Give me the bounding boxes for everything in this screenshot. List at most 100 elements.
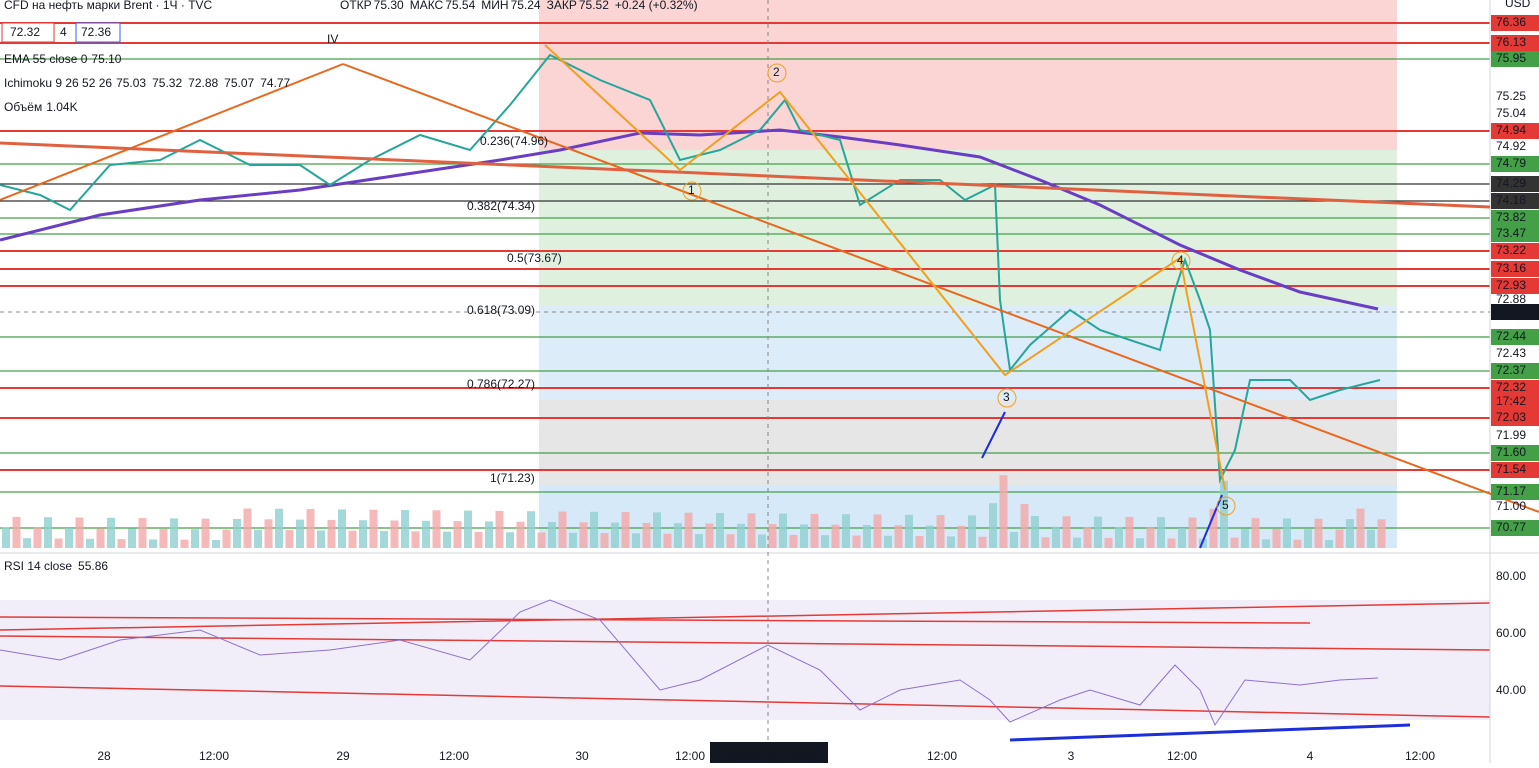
volume-bar xyxy=(1136,538,1144,548)
rsi-line xyxy=(0,635,1491,651)
price-tag xyxy=(1491,278,1539,294)
symbol: CFD на нефть марки Brent · 1Ч · TVC xyxy=(4,0,213,12)
volume-bar xyxy=(905,514,913,548)
volume-bar xyxy=(1356,508,1365,548)
volume-bar xyxy=(180,539,189,548)
wave-circle xyxy=(1216,496,1236,516)
volume-bar xyxy=(254,529,262,548)
volume-bar xyxy=(884,535,892,548)
price-label: 71.54 xyxy=(1496,462,1526,476)
volume-bar xyxy=(1157,517,1165,548)
volume-bar xyxy=(474,531,483,548)
volume-bar xyxy=(747,513,756,548)
volume-bar xyxy=(96,528,105,548)
price-label: 72.43 xyxy=(1496,346,1526,360)
indicator-value: 75.10 xyxy=(91,52,121,66)
sell-price: 72.32 xyxy=(10,25,40,39)
price-label: 72.93 xyxy=(1496,278,1526,292)
volume-bar xyxy=(65,528,73,548)
price-tag xyxy=(1491,363,1539,379)
volume-bar xyxy=(86,538,94,548)
price-label: 73.16 xyxy=(1496,304,1526,318)
price-label: 71.00 xyxy=(1496,499,1526,513)
ohlc-value: 75.30 xyxy=(374,0,404,12)
volume-bar xyxy=(1178,528,1186,548)
price-tag xyxy=(1491,380,1539,396)
price-label: 71.60 xyxy=(1496,445,1526,459)
wave-label: IV xyxy=(327,32,338,46)
price-label: 71.99 xyxy=(1496,428,1526,442)
volume-bar xyxy=(369,509,378,548)
volume-bar xyxy=(1115,527,1123,548)
price-tag xyxy=(1491,193,1539,209)
volume-bar xyxy=(233,519,241,548)
volume-bar xyxy=(642,522,651,548)
indicator-value: 75.03 xyxy=(116,76,146,90)
price-label: 75.25 xyxy=(1496,89,1526,103)
wave-circle xyxy=(997,388,1017,408)
volume-bar xyxy=(810,513,819,548)
volume-bar xyxy=(684,512,693,548)
volume-bar xyxy=(516,521,525,548)
price-tag xyxy=(1491,210,1539,226)
volume-bar xyxy=(768,524,777,548)
red-zone xyxy=(539,0,1397,150)
time-label: 12:00 xyxy=(1405,749,1435,763)
volume-bar xyxy=(107,517,115,548)
volume-bar xyxy=(1230,537,1239,548)
volume-bar xyxy=(1199,538,1207,548)
volume-bar xyxy=(44,517,52,548)
fib-label: 0.236(74.96) xyxy=(480,134,548,148)
volume-bar xyxy=(926,525,934,548)
currency: USD xyxy=(1505,0,1531,10)
price-tag xyxy=(1491,35,1539,51)
volume-bar xyxy=(1094,516,1102,548)
price-tag xyxy=(1491,394,1539,410)
time-label: 12:00 xyxy=(1167,749,1197,763)
volume-bar xyxy=(527,511,535,548)
volume-bar xyxy=(1209,508,1218,548)
trend-line xyxy=(0,63,344,201)
indicator-value: 1.04K xyxy=(46,100,77,114)
fib-label: 1(71.23) xyxy=(490,471,535,485)
volume-bar xyxy=(968,515,976,548)
wave-path xyxy=(544,44,1226,491)
volume-bar xyxy=(1335,529,1344,548)
volume-bar xyxy=(1041,537,1050,548)
price-tag xyxy=(1491,243,1539,259)
volume-bar xyxy=(327,519,336,548)
levels xyxy=(0,22,1491,718)
volume-bar xyxy=(663,533,672,548)
wave-label: 5 xyxy=(1222,498,1229,512)
price-tag xyxy=(1491,123,1539,139)
volume-bar xyxy=(264,519,273,548)
volume-bar xyxy=(800,524,808,548)
volume-bar xyxy=(453,521,462,548)
volume-bar xyxy=(716,513,724,548)
volume-bar xyxy=(999,475,1008,548)
price-label: 72.88 xyxy=(1496,292,1526,306)
price-label: 73.16 xyxy=(1496,261,1526,275)
volume-bar xyxy=(485,521,493,548)
volume-bar xyxy=(1104,537,1113,548)
volume-bar xyxy=(821,535,829,548)
ohlc-label: МАКС xyxy=(410,0,444,12)
time-label: 12:00 xyxy=(675,749,705,763)
volume-bar xyxy=(1052,526,1060,548)
volume-bar xyxy=(128,528,136,548)
time-label: 12:00 xyxy=(439,749,469,763)
wave-label: 1 xyxy=(688,183,695,197)
price-tag xyxy=(1491,176,1539,192)
rsi-line xyxy=(0,685,1491,718)
volume-bar xyxy=(401,510,409,548)
volume-bar xyxy=(1346,519,1354,548)
indicator-value: 75.07 xyxy=(224,76,254,90)
volume-bar xyxy=(558,511,567,548)
volume-bar xyxy=(296,519,304,548)
time-label: 12:00 xyxy=(927,749,957,763)
price-label: 74.79 xyxy=(1496,156,1526,170)
indicator-value: 72.88 xyxy=(188,76,218,90)
volume-bar xyxy=(2,527,10,548)
